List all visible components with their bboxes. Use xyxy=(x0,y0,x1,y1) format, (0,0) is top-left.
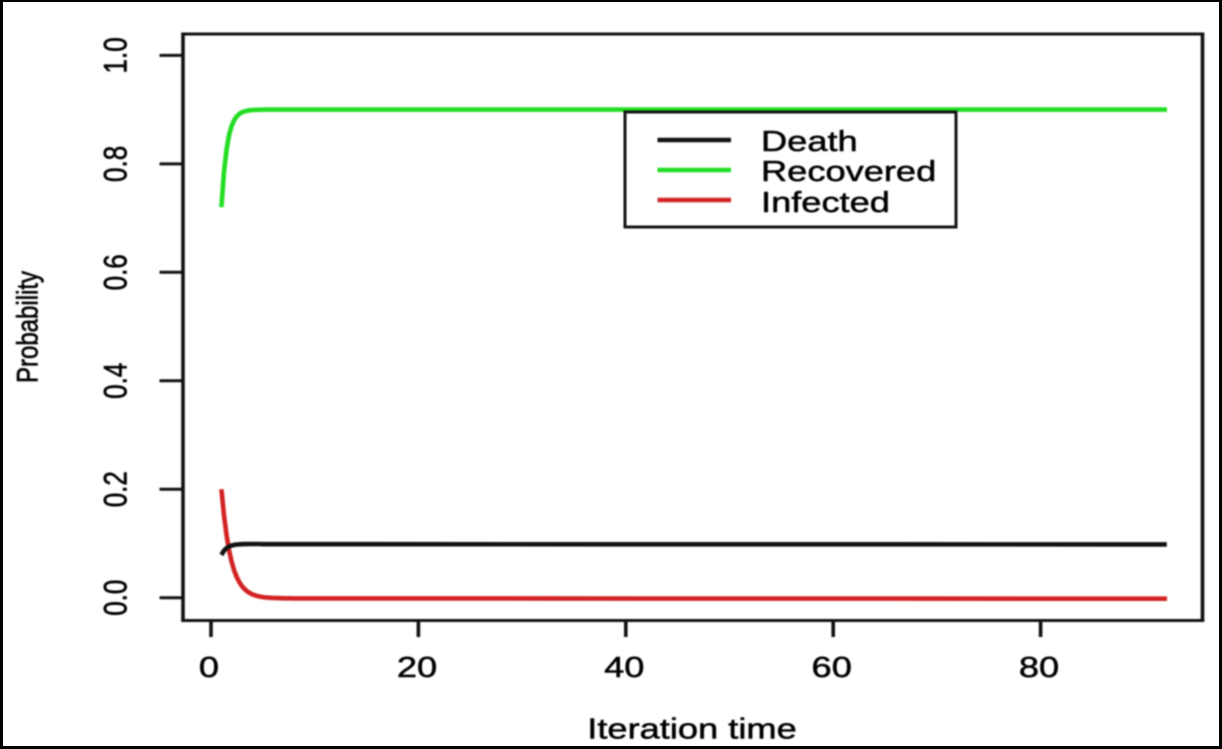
svg-text:60: 60 xyxy=(812,650,852,683)
svg-text:0: 0 xyxy=(199,650,219,683)
svg-text:Infected: Infected xyxy=(761,185,890,218)
svg-text:Probability: Probability xyxy=(10,271,44,383)
svg-text:0.2: 0.2 xyxy=(98,471,134,507)
svg-text:40: 40 xyxy=(604,650,644,683)
svg-text:0.6: 0.6 xyxy=(98,254,134,290)
svg-text:Recovered: Recovered xyxy=(761,154,936,187)
svg-text:Iteration time: Iteration time xyxy=(587,712,796,745)
svg-text:0.8: 0.8 xyxy=(98,146,134,182)
svg-text:Death: Death xyxy=(761,124,858,157)
svg-text:0.4: 0.4 xyxy=(98,363,134,399)
svg-text:0.0: 0.0 xyxy=(98,580,134,616)
svg-text:80: 80 xyxy=(1019,650,1059,683)
svg-text:1.0: 1.0 xyxy=(98,37,134,73)
svg-text:20: 20 xyxy=(397,650,437,683)
